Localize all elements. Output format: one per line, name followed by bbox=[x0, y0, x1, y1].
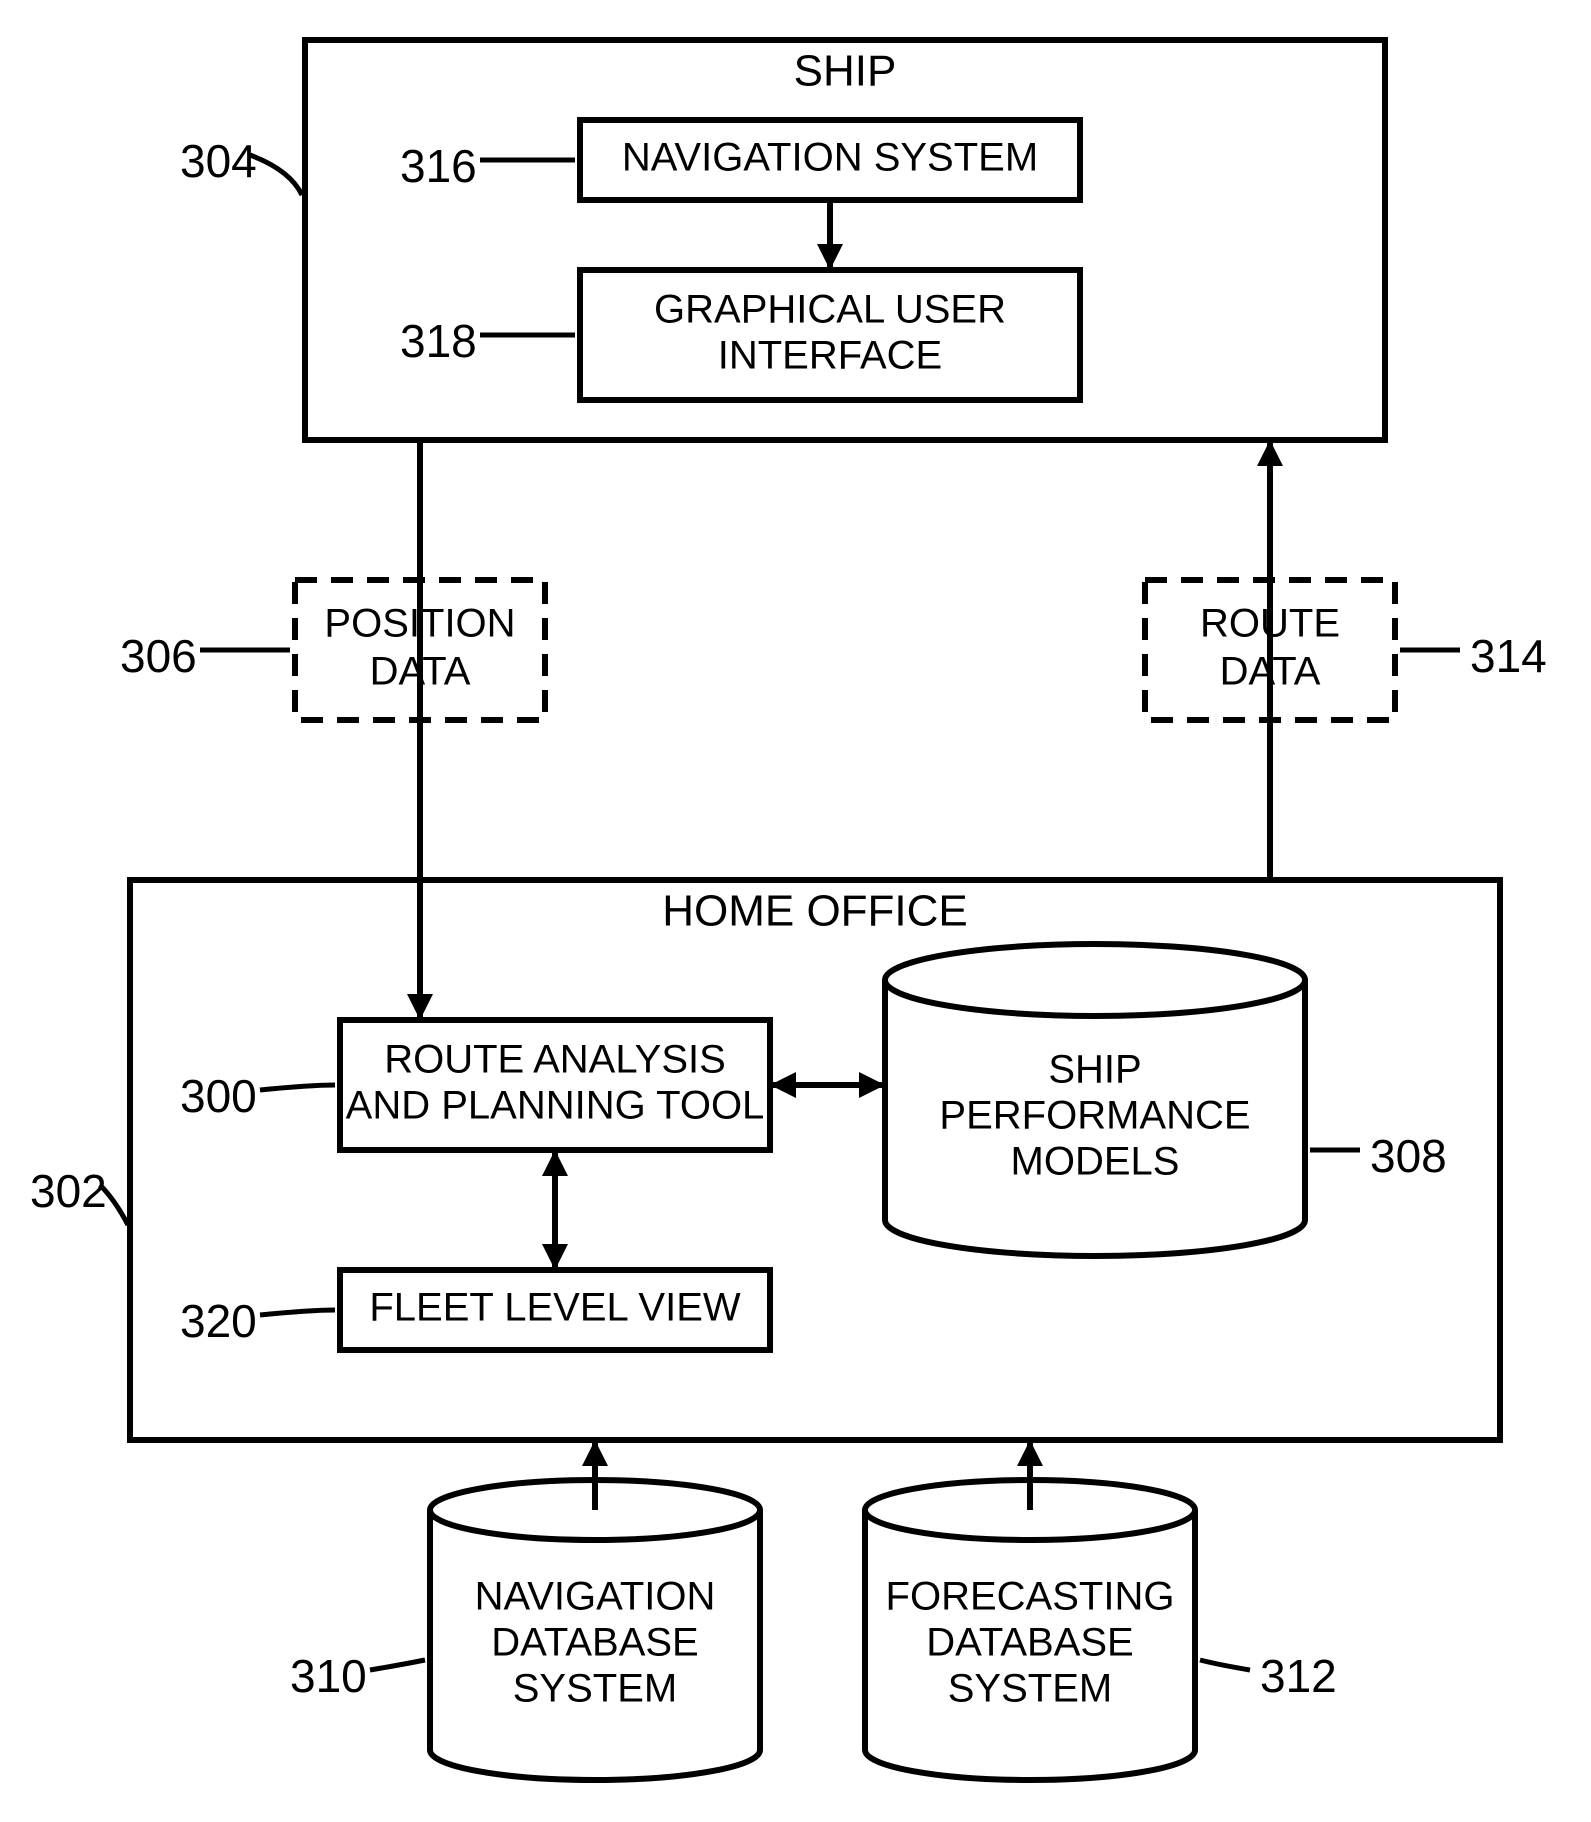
svg-text:GRAPHICAL USER: GRAPHICAL USER bbox=[654, 288, 1006, 332]
svg-text:NAVIGATION: NAVIGATION bbox=[475, 1575, 716, 1619]
svg-text:HOME OFFICE: HOME OFFICE bbox=[662, 887, 968, 936]
svg-text:308: 308 bbox=[1370, 1130, 1447, 1182]
svg-text:ROUTE ANALYSIS: ROUTE ANALYSIS bbox=[384, 1038, 726, 1082]
svg-text:FLEET LEVEL VIEW: FLEET LEVEL VIEW bbox=[369, 1286, 740, 1330]
svg-text:SHIP: SHIP bbox=[794, 47, 897, 96]
svg-text:306: 306 bbox=[120, 630, 197, 682]
svg-text:316: 316 bbox=[400, 140, 477, 192]
svg-text:DATABASE: DATABASE bbox=[926, 1621, 1133, 1665]
svg-text:SHIP: SHIP bbox=[1048, 1048, 1141, 1092]
svg-text:FORECASTING: FORECASTING bbox=[886, 1575, 1175, 1619]
svg-text:SYSTEM: SYSTEM bbox=[513, 1667, 677, 1711]
svg-text:318: 318 bbox=[400, 315, 477, 367]
svg-text:SYSTEM: SYSTEM bbox=[948, 1667, 1112, 1711]
svg-text:PERFORMANCE: PERFORMANCE bbox=[939, 1094, 1250, 1138]
svg-text:300: 300 bbox=[180, 1070, 257, 1122]
svg-text:320: 320 bbox=[180, 1295, 257, 1347]
svg-text:314: 314 bbox=[1470, 630, 1547, 682]
svg-text:AND PLANNING TOOL: AND PLANNING TOOL bbox=[346, 1084, 765, 1128]
svg-text:NAVIGATION SYSTEM: NAVIGATION SYSTEM bbox=[622, 136, 1038, 180]
ship-routing-system-diagram: SHIP HOME OFFICE NAVIGATION SYSTEM GRAPHICA… bbox=[0, 0, 1591, 1822]
svg-text:302: 302 bbox=[30, 1165, 107, 1217]
svg-text:INTERFACE: INTERFACE bbox=[718, 334, 942, 378]
svg-text:304: 304 bbox=[180, 135, 257, 187]
svg-text:312: 312 bbox=[1260, 1650, 1337, 1702]
svg-text:MODELS: MODELS bbox=[1011, 1140, 1180, 1184]
svg-text:310: 310 bbox=[290, 1650, 367, 1702]
svg-text:DATABASE: DATABASE bbox=[491, 1621, 698, 1665]
